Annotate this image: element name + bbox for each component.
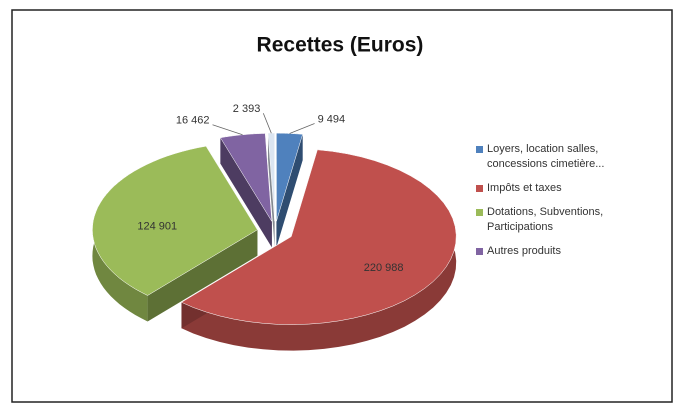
data-label: 220 988 xyxy=(364,262,404,274)
data-label: 16 462 xyxy=(176,115,210,127)
data-label: 9 494 xyxy=(318,113,346,125)
legend-label: Impôts et taxes xyxy=(487,182,562,194)
chart-title: Recettes (Euros) xyxy=(257,34,424,57)
data-label: 2 393 xyxy=(233,103,261,115)
slice-side xyxy=(181,149,457,351)
legend-swatch xyxy=(476,209,483,216)
slice xyxy=(92,145,258,296)
legend-swatch xyxy=(476,248,483,255)
legend-item: Loyers, location salles, concessions cim… xyxy=(476,142,661,172)
legend-item: Dotations, Subventions, Participations xyxy=(476,205,661,235)
leader-line xyxy=(289,123,315,134)
slice xyxy=(180,149,457,325)
legend-swatch xyxy=(476,146,483,153)
leader-line xyxy=(212,124,243,136)
legend-item: Impôts et taxes xyxy=(476,181,661,196)
legend-item: Autres produits xyxy=(476,244,661,259)
leader-line xyxy=(262,113,272,134)
slice-side xyxy=(220,137,272,248)
legend-label: Dotations, Subventions, Participations xyxy=(487,206,604,233)
legend-label: Loyers, location salles, concessions cim… xyxy=(487,143,605,170)
data-label: 124 901 xyxy=(137,221,177,233)
legend-swatch xyxy=(476,185,483,192)
slice-side xyxy=(147,229,258,322)
slice-side xyxy=(268,133,275,248)
slice-side xyxy=(276,134,303,248)
legend-label: Autres produits xyxy=(487,245,561,257)
legend: Loyers, location salles, concessions cim… xyxy=(476,142,661,268)
